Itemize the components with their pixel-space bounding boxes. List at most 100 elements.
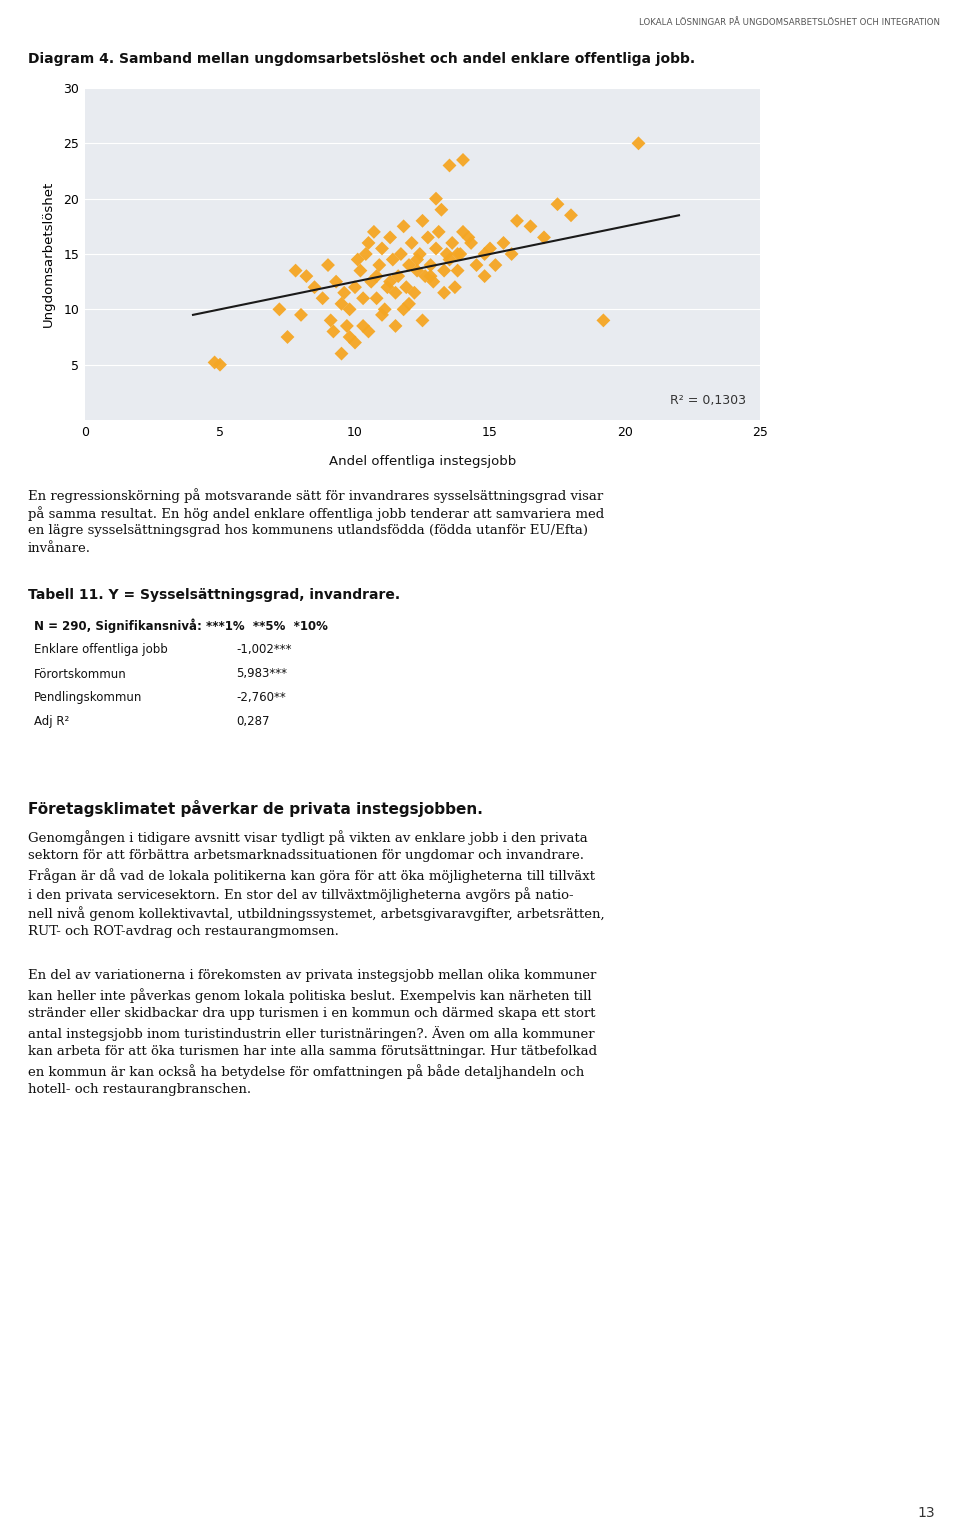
Point — [407, 281, 422, 305]
Text: hotell- och restaurangbranschen.: hotell- och restaurangbranschen. — [28, 1082, 252, 1096]
Point — [334, 291, 349, 316]
Point — [468, 253, 484, 277]
Point — [361, 230, 376, 254]
Point — [428, 236, 444, 261]
Point — [442, 153, 457, 178]
Text: nell nivå genom kollektivavtal, utbildningssystemet, arbetsgivaravgifter, arbets: nell nivå genom kollektivavtal, utbildni… — [28, 906, 605, 921]
Point — [334, 342, 349, 366]
Text: invånare.: invånare. — [28, 543, 91, 555]
Point — [328, 270, 344, 294]
Point — [442, 247, 457, 271]
Point — [385, 247, 400, 271]
Text: Genomgången i tidigare avsnitt visar tydligt på vikten av enklare jobb i den pri: Genomgången i tidigare avsnitt visar tyd… — [28, 829, 588, 845]
Text: på samma resultat. En hög andel enklare offentliga jobb tenderar att samvariera : på samma resultat. En hög andel enklare … — [28, 506, 604, 521]
Point — [321, 253, 336, 277]
Point — [455, 147, 470, 172]
Point — [339, 314, 354, 339]
Text: N = 290, Signifikansnivå: ***1%  **5%  *10%: N = 290, Signifikansnivå: ***1% **5% *10… — [34, 619, 328, 633]
Text: Företagsklimatet påverkar de privata instegsjobben.: Företagsklimatet påverkar de privata ins… — [28, 800, 483, 817]
Point — [355, 314, 371, 339]
Point — [495, 230, 511, 254]
Point — [504, 242, 519, 267]
Point — [372, 253, 387, 277]
Text: Förortskommun: Förortskommun — [34, 667, 127, 681]
Point — [423, 253, 439, 277]
Point — [437, 281, 452, 305]
Point — [380, 274, 396, 299]
Text: en lägre sysselsättningsgrad hos kommunens utlandsfödda (födda utanför EU/Efta): en lägre sysselsättningsgrad hos kommune… — [28, 524, 588, 537]
Text: En del av variationerna i förekomsten av privata instegsjobb mellan olika kommun: En del av variationerna i förekomsten av… — [28, 969, 596, 983]
Point — [366, 219, 381, 244]
Point — [455, 219, 470, 244]
Point — [315, 287, 330, 311]
Point — [337, 281, 352, 305]
Point — [388, 281, 403, 305]
Point — [325, 319, 341, 343]
Point — [415, 308, 430, 333]
Point — [369, 264, 384, 288]
Text: 5,983***: 5,983*** — [236, 667, 287, 681]
Point — [596, 308, 612, 333]
Point — [342, 297, 357, 322]
Point — [439, 242, 454, 267]
Point — [482, 236, 497, 261]
Text: Tabell 11. Y = Sysselsättningsgrad, invandrare.: Tabell 11. Y = Sysselsättningsgrad, inva… — [28, 589, 400, 602]
Text: En regressionskörning på motsvarande sätt för invandrares sysselsättningsgrad vi: En regressionskörning på motsvarande sät… — [28, 487, 603, 503]
Point — [415, 208, 430, 233]
Point — [477, 264, 492, 288]
Text: Diagram 4. Samband mellan ungdomsarbetslöshet och andel enklare offentliga jobb.: Diagram 4. Samband mellan ungdomsarbetsl… — [28, 52, 695, 66]
Point — [477, 242, 492, 267]
Text: Frågan är då vad de lokala politikerna kan göra för att öka möjligheterna till t: Frågan är då vad de lokala politikerna k… — [28, 868, 595, 883]
Point — [391, 264, 406, 288]
Point — [288, 259, 303, 284]
Point — [394, 242, 409, 267]
Point — [398, 274, 414, 299]
Point — [299, 264, 314, 288]
Text: LOKALA LÖSNINGAR PÅ UNGDOMSARBETSLÖSHET OCH INTEGRATION: LOKALA LÖSNINGAR PÅ UNGDOMSARBETSLÖSHET … — [639, 18, 940, 28]
Point — [272, 297, 287, 322]
Point — [464, 230, 479, 254]
Text: kan arbeta för att öka turismen har inte alla samma förutsättningar. Hur tätbefo: kan arbeta för att öka turismen har inte… — [28, 1046, 597, 1058]
Point — [382, 270, 397, 294]
Point — [294, 302, 309, 327]
Point — [348, 330, 363, 354]
Text: en kommun är kan också ha betydelse för omfattningen på både detaljhandeln och: en kommun är kan också ha betydelse för … — [28, 1064, 585, 1079]
Point — [374, 236, 390, 261]
Point — [279, 325, 295, 350]
Point — [409, 259, 424, 284]
Text: antal instegsjobb inom turistindustrin eller turistnäringen?. Även om alla kommu: antal instegsjobb inom turistindustrin e… — [28, 1026, 594, 1041]
Text: stränder eller skidbackar dra upp turismen i en kommun och därmed skapa ett stor: stränder eller skidbackar dra upp turism… — [28, 1007, 595, 1019]
Text: RUT- och ROT-avdrag och restaurangmomsen.: RUT- och ROT-avdrag och restaurangmomsen… — [28, 924, 339, 938]
Text: Adj R²: Adj R² — [34, 716, 69, 728]
Point — [396, 297, 411, 322]
Point — [369, 287, 384, 311]
Point — [444, 230, 460, 254]
Point — [342, 325, 357, 350]
Point — [434, 198, 449, 222]
Text: i den privata servicesektorn. En stor del av tillväxtmöjligheterna avgörs på nat: i den privata servicesektorn. En stor de… — [28, 888, 574, 901]
Text: Pendlingskommun: Pendlingskommun — [34, 691, 142, 705]
Point — [437, 259, 452, 284]
Point — [409, 247, 424, 271]
Point — [425, 270, 441, 294]
Y-axis label: Ungdomsarbetslöshet: Ungdomsarbetslöshet — [42, 181, 56, 327]
Point — [550, 192, 565, 216]
Point — [382, 225, 397, 250]
Point — [631, 130, 646, 155]
Point — [212, 353, 228, 377]
Point — [401, 291, 417, 316]
Point — [361, 319, 376, 343]
Point — [450, 242, 466, 267]
Point — [461, 225, 476, 250]
Point — [401, 253, 417, 277]
Text: -1,002***: -1,002*** — [236, 644, 292, 656]
Text: Enklare offentliga jobb: Enklare offentliga jobb — [34, 644, 168, 656]
Text: sektorn för att förbättra arbetsmarknadssituationen för ungdomar och invandrare.: sektorn för att förbättra arbetsmarknads… — [28, 849, 584, 862]
Point — [348, 274, 363, 299]
Text: Andel offentliga instegsjobb: Andel offentliga instegsjobb — [329, 455, 516, 468]
Point — [431, 219, 446, 244]
Point — [412, 242, 427, 267]
Point — [388, 314, 403, 339]
Point — [352, 259, 368, 284]
Point — [404, 230, 420, 254]
